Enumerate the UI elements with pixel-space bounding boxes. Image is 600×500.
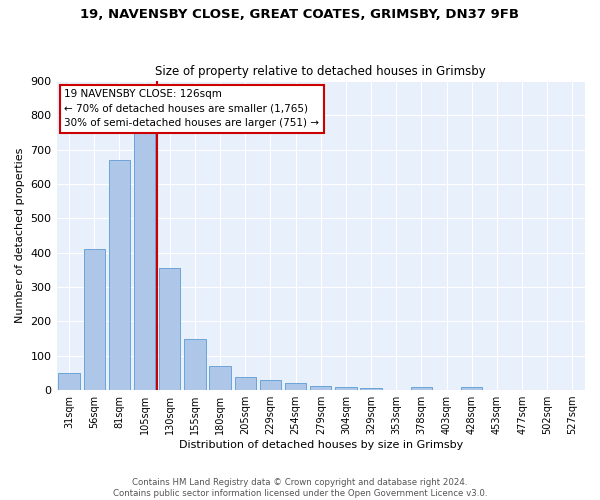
Bar — [109, 160, 130, 390]
Text: 19 NAVENSBY CLOSE: 126sqm
← 70% of detached houses are smaller (1,765)
30% of se: 19 NAVENSBY CLOSE: 126sqm ← 70% of detac… — [64, 89, 319, 128]
Bar — [310, 386, 331, 390]
Bar — [159, 268, 181, 390]
X-axis label: Distribution of detached houses by size in Grimsby: Distribution of detached houses by size … — [179, 440, 463, 450]
Text: Contains HM Land Registry data © Crown copyright and database right 2024.
Contai: Contains HM Land Registry data © Crown c… — [113, 478, 487, 498]
Bar — [184, 340, 206, 390]
Title: Size of property relative to detached houses in Grimsby: Size of property relative to detached ho… — [155, 66, 486, 78]
Bar — [235, 377, 256, 390]
Bar — [285, 382, 307, 390]
Bar — [260, 380, 281, 390]
Text: 19, NAVENSBY CLOSE, GREAT COATES, GRIMSBY, DN37 9FB: 19, NAVENSBY CLOSE, GREAT COATES, GRIMSB… — [80, 8, 520, 20]
Bar — [134, 132, 155, 390]
Bar — [209, 366, 231, 390]
Bar — [83, 250, 105, 390]
Bar — [361, 388, 382, 390]
Y-axis label: Number of detached properties: Number of detached properties — [15, 148, 25, 324]
Bar — [411, 388, 432, 390]
Bar — [461, 386, 482, 390]
Bar — [335, 388, 356, 390]
Bar — [58, 373, 80, 390]
